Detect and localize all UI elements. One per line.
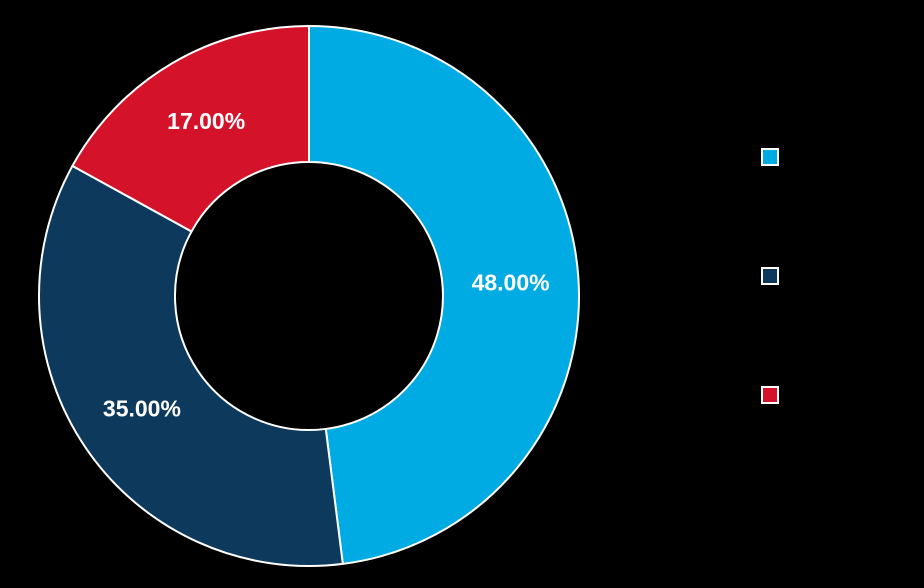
svg-text:35.00%: 35.00% [103, 396, 181, 422]
svg-text:17.00%: 17.00% [167, 108, 245, 134]
svg-text:48.00%: 48.00% [472, 270, 550, 296]
